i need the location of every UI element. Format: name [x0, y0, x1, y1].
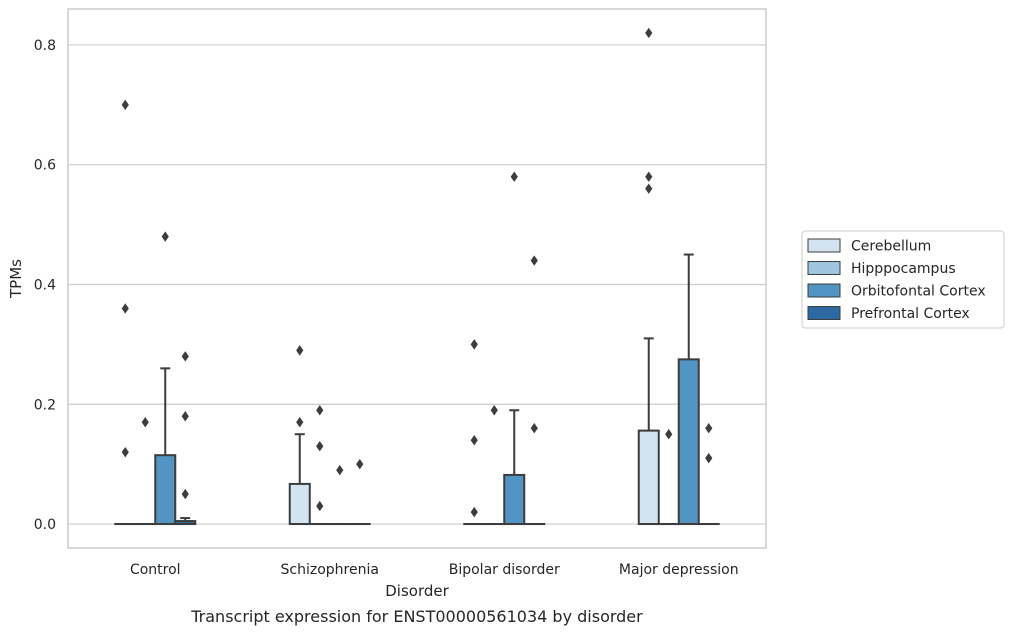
legend: Cerebellum Hipppocampus Orbitofontal Corte… — [801, 230, 1005, 329]
box-body — [288, 482, 311, 526]
y-tick-labels: 0.0 0.2 0.4 0.6 0.8 — [34, 38, 56, 533]
outlier-point — [336, 464, 344, 476]
outlier-point — [490, 405, 498, 416]
outlier-point — [316, 440, 324, 452]
outlier-point — [121, 446, 129, 458]
box-body — [503, 473, 526, 526]
outlier-point — [705, 452, 713, 464]
outlier-point — [181, 411, 189, 422]
outlier-point — [141, 417, 149, 428]
legend-swatch — [807, 283, 841, 298]
outlier-point — [316, 500, 324, 512]
x-axis-label: Disorder — [385, 582, 449, 600]
outlier-point — [645, 183, 653, 194]
legend-label: Hipppocampus — [851, 261, 956, 277]
outlier-point — [181, 351, 189, 362]
x-tick-label: Major depression — [619, 562, 739, 578]
plot-frame — [67, 8, 767, 549]
box-prefrontal-cortex — [174, 517, 197, 526]
legend-label: Orbitofontal Cortex — [851, 284, 986, 300]
box-body — [154, 454, 177, 526]
x-tick-label: Control — [130, 562, 181, 578]
chart-caption: Transcript expression for ENST0000056103… — [190, 607, 643, 626]
outlier-point — [181, 488, 189, 500]
outlier-point — [296, 345, 304, 356]
outlier-point — [470, 506, 478, 518]
y-tick-label: 0.6 — [34, 158, 56, 174]
box-cerebellum — [637, 337, 660, 526]
legend-frame — [801, 230, 1005, 329]
box-body — [637, 429, 660, 526]
outlier-point — [470, 435, 478, 446]
box-orbitofontal-cortex — [154, 367, 177, 526]
outlier-point — [530, 255, 538, 266]
outliers — [121, 27, 713, 518]
outlier-point — [296, 417, 304, 428]
box-orbitofontal-cortex — [503, 409, 526, 526]
boxes — [114, 253, 720, 526]
legend-swatch — [807, 238, 841, 253]
box-orbitofontal-cortex — [677, 253, 700, 526]
box-cerebellum — [288, 433, 311, 526]
x-tick-label: Schizophrenia — [281, 562, 379, 578]
outlier-point — [705, 423, 713, 434]
outlier-point — [470, 339, 478, 350]
outlier-point — [121, 303, 129, 314]
outlier-point — [161, 231, 169, 242]
outlier-point — [665, 429, 673, 440]
box-body — [677, 358, 700, 526]
legend-label: Prefrontal Cortex — [851, 306, 970, 322]
outlier-point — [645, 27, 653, 39]
legend-label: Cerebellum — [851, 239, 931, 255]
outlier-point — [510, 171, 518, 182]
y-tick-label: 0.4 — [34, 277, 56, 293]
outlier-point — [356, 458, 364, 470]
legend-swatch — [807, 261, 841, 275]
outlier-point — [530, 423, 538, 434]
outlier-point — [121, 99, 129, 111]
y-tick-label: 0.0 — [34, 517, 56, 533]
outlier-point — [645, 171, 653, 182]
y-tick-label: 0.2 — [34, 397, 56, 413]
y-axis-label: TPMs — [7, 259, 25, 299]
y-tick-label: 0.8 — [34, 38, 56, 54]
outlier-point — [316, 405, 324, 416]
legend-swatch — [807, 306, 841, 320]
x-tick-labels: Control Schizophrenia Bipolar disorder Majo… — [130, 562, 739, 578]
gridlines — [68, 44, 766, 525]
x-tick-label: Bipolar disorder — [449, 562, 560, 578]
